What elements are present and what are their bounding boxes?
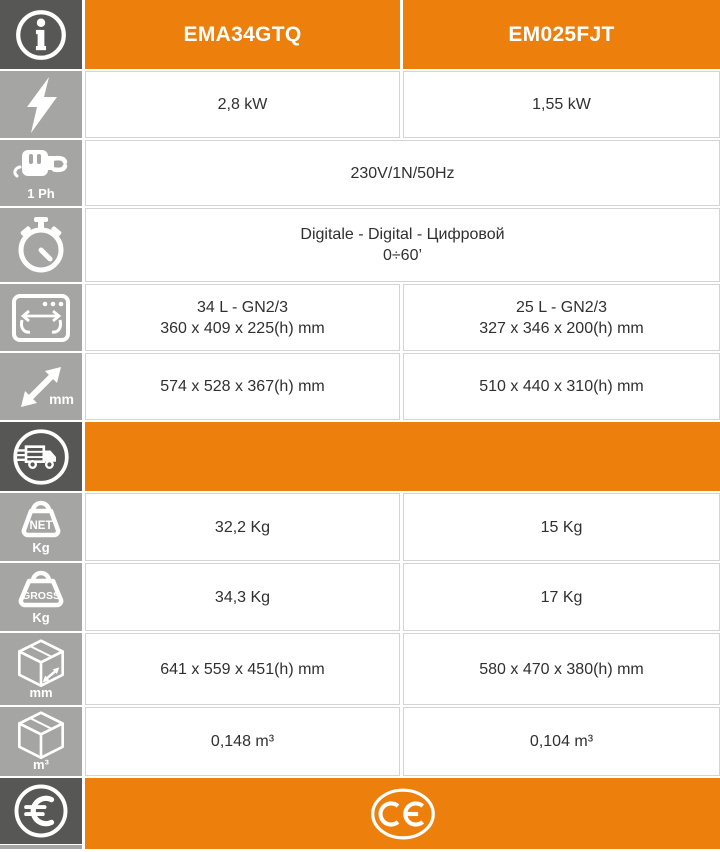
- net-unit-label: Kg: [32, 540, 50, 555]
- dimensions-value-1: 574 x 528 x 367(h) mm: [85, 353, 400, 420]
- euro-icon: [14, 784, 68, 838]
- shipping-cell: [0, 422, 82, 491]
- timer-line2: 0÷60’: [382, 247, 423, 264]
- chamber-cell: [0, 284, 82, 351]
- packing-volume-text: 0,104 m³: [529, 733, 594, 750]
- certification-bar: [85, 778, 720, 849]
- power-supply-cell: 1 Ph: [0, 140, 82, 206]
- packing-dimensions-cell: mm: [0, 633, 82, 705]
- dimensions-cell: mm: [0, 353, 82, 420]
- gross-label: GROSS: [22, 590, 60, 602]
- info-icon: [16, 9, 66, 60]
- chamber-size: 327 x 346 x 200(h) mm: [479, 319, 644, 337]
- packing-dimensions-text: 641 x 559 x 451(h) mm: [160, 660, 325, 678]
- packing-dimensions-value-1: 641 x 559 x 451(h) mm: [85, 633, 400, 705]
- net-weight-icon: NET: [21, 500, 61, 538]
- net-label: NET: [30, 520, 53, 532]
- gross-weight-text: 17 Kg: [540, 588, 583, 606]
- net-weight-value-1: 32,2 Kg: [85, 493, 400, 561]
- packing-volume-text: 0,148 m³: [210, 733, 275, 750]
- gross-unit-label: Kg: [32, 610, 50, 625]
- gross-weight-value-1: 34,3 Kg: [85, 563, 400, 631]
- chamber-value-2: 25 L - GN2/3 327 x 346 x 200(h) mm: [403, 284, 720, 351]
- dimensions-text: 510 x 440 x 310(h) mm: [479, 378, 644, 395]
- net-weight-value-2: 15 Kg: [403, 493, 720, 561]
- chamber-value-1: 34 L - GN2/3 360 x 409 x 225(h) mm: [85, 284, 400, 351]
- dimensions-text: 574 x 528 x 367(h) mm: [160, 378, 325, 395]
- volume-unit-label: m³: [33, 757, 49, 772]
- lightning-bolt-icon: [27, 76, 57, 133]
- diagonal-arrows-icon: [21, 366, 61, 407]
- gross-weight-icon: GROSS: [18, 570, 64, 608]
- shipping-divider-bar: [85, 422, 720, 491]
- power-value-text: 1,55 kW: [532, 96, 591, 113]
- info-cell: [0, 0, 82, 69]
- packing-volume-value-1: 0,148 m³: [85, 707, 400, 776]
- chamber-size: 360 x 409 x 225(h) mm: [160, 319, 325, 337]
- packing-box-mm-icon: [18, 638, 64, 687]
- power-value-1: 2,8 kW: [85, 71, 400, 138]
- timer-value: Digitale - Digital - Цифровой 0÷60’: [85, 208, 720, 282]
- packing-volume-value-2: 0,104 m³: [403, 707, 720, 776]
- gross-weight-cell: GROSS Kg: [0, 563, 82, 631]
- power-supply-text: 230V/1N/50Hz: [350, 164, 455, 182]
- power-cell: [0, 71, 82, 138]
- dimensions-unit-label: mm: [49, 391, 74, 407]
- net-weight-cell: NET Kg: [0, 493, 82, 561]
- power-value-2: 1,55 kW: [403, 71, 720, 138]
- phase-label: 1 Ph: [27, 186, 55, 201]
- power-value-text: 2,8 kW: [217, 96, 268, 113]
- net-weight-text: 15 Kg: [540, 518, 583, 536]
- price-cell-dark: [0, 778, 82, 844]
- ce-mark-icon: [370, 788, 435, 839]
- packing-dimensions-text: 580 x 470 x 380(h) mm: [479, 660, 644, 678]
- timer-line1: Digitale - Digital - Цифровой: [300, 226, 505, 243]
- packing-box-volume-icon: [18, 711, 64, 759]
- power-supply-value: 230V/1N/50Hz: [85, 140, 720, 206]
- truck-icon: [13, 428, 69, 485]
- packing-dimensions-value-2: 580 x 470 x 380(h) mm: [403, 633, 720, 705]
- gross-weight-text: 34,3 Kg: [214, 588, 271, 606]
- packing-volume-cell: m³: [0, 707, 82, 776]
- product-name-2: EM025FJT: [508, 23, 615, 46]
- power-plug-icon: [13, 150, 68, 178]
- timer-cell: [0, 208, 82, 282]
- bottom-strip: [0, 845, 82, 849]
- product-name-1: EMA34GTQ: [183, 23, 302, 46]
- chamber-capacity: 34 L - GN2/3: [196, 298, 288, 316]
- stopwatch-icon: [18, 217, 64, 273]
- net-weight-text: 32,2 Kg: [214, 518, 271, 536]
- oven-chamber-icon: [12, 293, 70, 342]
- price-cell: [0, 778, 82, 849]
- product-header-1: EMA34GTQ: [85, 0, 400, 69]
- chamber-capacity: 25 L - GN2/3: [515, 298, 607, 316]
- packing-unit-label: mm: [29, 684, 53, 700]
- product-header-2: EM025FJT: [403, 0, 720, 69]
- dimensions-value-2: 510 x 440 x 310(h) mm: [403, 353, 720, 420]
- gross-weight-value-2: 17 Kg: [403, 563, 720, 631]
